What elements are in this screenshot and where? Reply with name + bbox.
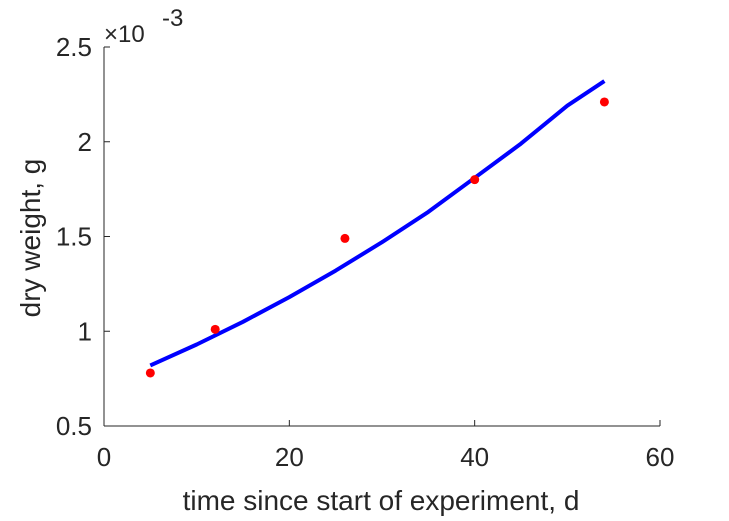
x-axis-label: time since start of experiment, d — [183, 485, 580, 516]
y-scale-exponent: -3 — [162, 5, 183, 32]
y-tick-label: 0.5 — [56, 411, 92, 441]
y-scale-multiplier: ×10 — [104, 21, 145, 48]
axes: 0 20 40 60 0.5 1 1.5 2 2.5 — [56, 32, 675, 472]
data-point — [340, 233, 350, 243]
y-tick-label: 1.5 — [56, 222, 92, 252]
fit-line-series — [149, 79, 606, 368]
data-point — [210, 324, 220, 334]
fit-line — [149, 79, 606, 368]
y-tick-label: 1 — [78, 316, 92, 346]
data-point — [145, 368, 155, 378]
y-tick-label: 2.5 — [56, 32, 92, 62]
data-points — [145, 97, 609, 378]
labels: time since start of experiment, d dry we… — [15, 5, 579, 516]
x-tick-label: 20 — [275, 442, 304, 472]
data-point — [599, 97, 609, 107]
x-tick-label: 0 — [97, 442, 111, 472]
y-tick-label: 2 — [78, 127, 92, 157]
x-tick-label: 60 — [646, 442, 675, 472]
y-axis-label: dry weight, g — [15, 159, 46, 318]
x-tick-label: 40 — [460, 442, 489, 472]
data-point — [470, 175, 480, 185]
